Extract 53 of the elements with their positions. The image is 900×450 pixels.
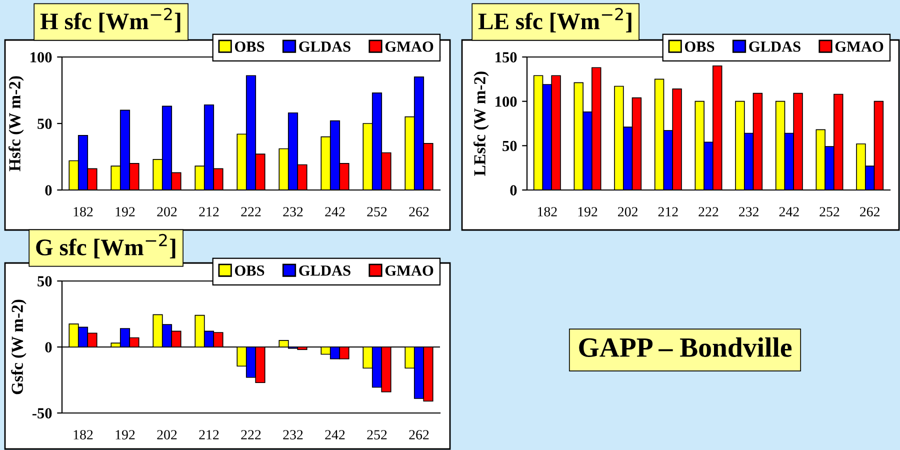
chart-title: H sfc [Wm$^{−2}$] [40,8,180,32]
x-tick-label: 202 [157,430,177,440]
x-tick-label: 262 [860,207,880,216]
chart-title: G sfc [Wm$^{−2}$] [36,234,176,258]
text: GAPP – Bondville [579,337,792,357]
x-tick-label: 252 [367,430,387,440]
x-tick-label: 202 [157,207,177,216]
y-tick-label: 50 [38,118,52,129]
y-axis-title: Hsfc (W m-2) [8,76,24,172]
y-tick-label: 0 [510,185,517,196]
y-tick-label: 0 [45,185,52,196]
x-tick-label: 232 [283,207,303,216]
x-tick-label: 192 [578,207,598,216]
x-tick-label: 212 [199,207,219,216]
x-tick-label: 222 [241,430,261,440]
x-tick-label: 222 [241,207,261,216]
x-tick-label: 182 [74,430,93,440]
y-tick-label: 100 [496,96,517,107]
x-tick-label: 262 [409,430,429,440]
legend-label: OBS [234,265,264,276]
x-tick-label: 202 [618,207,638,216]
x-tick-label: 252 [367,207,387,216]
legend-label: GLDAS [299,42,350,52]
x-tick-label: 262 [409,207,429,216]
y-tick-label: 150 [496,52,517,62]
y-axis-title: Gsfc (W m-2) [11,300,26,394]
x-tick-label: 252 [820,207,840,216]
x-tick-label: 242 [325,430,345,440]
y-tick-label: 100 [30,52,52,62]
x-tick-label: 182 [538,207,557,216]
y-tick-label: -50 [32,408,52,418]
legend-label: OBS [684,42,714,52]
x-tick-label: 232 [739,207,758,216]
x-tick-label: 222 [698,207,718,216]
chart-title: LE sfc [Wm$^{−2}$] [478,8,632,32]
y-tick-label: 50 [38,276,52,286]
legend-label: OBS [234,42,264,52]
legend-label: GLDAS [749,42,800,52]
x-tick-label: 192 [116,430,135,440]
x-tick-label: 232 [283,430,303,440]
y-tick-label: 0 [45,342,52,352]
y-tick-label: 50 [502,140,517,152]
x-tick-label: 242 [779,207,799,216]
legend-label: GLDAS [299,265,350,276]
x-tick-label: 212 [199,430,219,440]
x-tick-label: 192 [116,207,135,216]
legend-label: GMAO [385,42,434,52]
x-tick-label: 212 [658,207,678,216]
legend-label: GMAO [385,265,434,276]
y-axis-title: LEsfc (W m-2) [474,72,489,176]
legend-label: GMAO [835,42,884,52]
x-tick-label: 182 [74,207,93,216]
x-tick-label: 242 [325,207,345,216]
